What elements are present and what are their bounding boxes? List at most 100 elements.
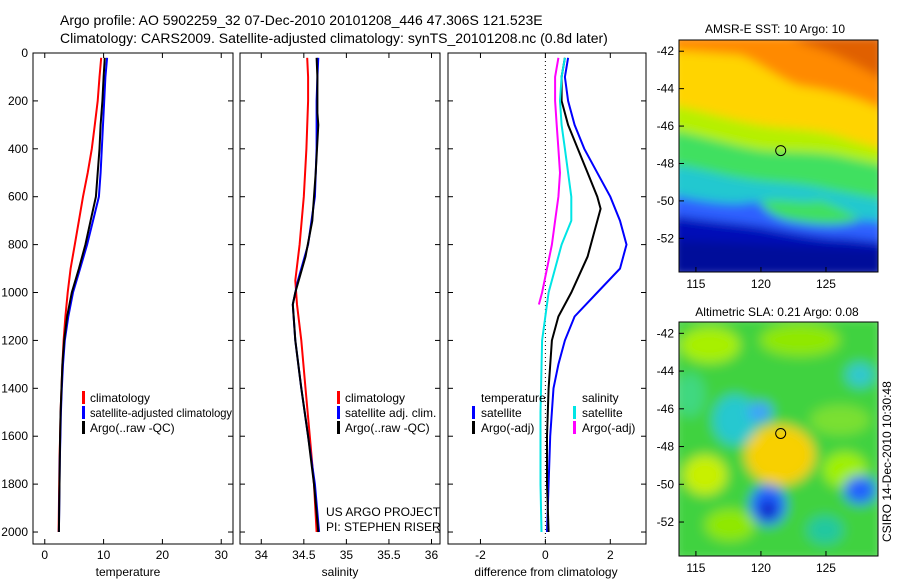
map-y-tick-label: -48: [657, 156, 675, 170]
map-y-tick-label: -44: [657, 82, 675, 96]
y-tick-label: 800: [8, 238, 28, 252]
x-tick-label: 0: [41, 548, 48, 562]
sla-map-frame: [678, 321, 879, 557]
legend-label-sal-satellite: satellite: [582, 406, 623, 420]
legend-swatch-satellite: [337, 406, 340, 419]
salinity-panel: 34 34.5 35 35.5 36 salinity climatology sate…: [239, 52, 441, 579]
series-line-argo-raw-qc-: [57, 57, 106, 533]
legend-label-satellite-adjusted: satellite-adjusted climatology: [90, 406, 232, 420]
project-annotation: US ARGO PROJECT: [326, 505, 441, 519]
map-y-tick-label: -50: [657, 477, 675, 491]
legend-label-climatology: climatology: [90, 391, 150, 405]
legend-swatch-satellite-adjusted: [82, 406, 85, 419]
y-tick-label: 200: [8, 94, 28, 108]
sla-map-title: Altimetric SLA: 0.21 Argo: 0.08: [695, 305, 859, 319]
x-tick-label: -2: [475, 548, 486, 562]
x-tick-label: 35: [340, 548, 354, 562]
argo-location-marker: [775, 145, 787, 157]
map-x-tick-label: 120: [751, 561, 771, 575]
y-tick-label: 0: [21, 46, 28, 60]
salinity-xlabel: salinity: [322, 565, 359, 579]
map-y-tick-label: -42: [657, 44, 675, 58]
y-tick-label: 1600: [1, 429, 28, 443]
series-line-temperature-satellite: [546, 57, 628, 533]
temperature-profiles: [57, 57, 109, 533]
sst-map-panel: AMSR-E SST: 10 Argo: 10 115 120 125 -42 -44 -…: [657, 22, 879, 291]
difference-legend: temperature salinity satellite Argo(-adj…: [472, 391, 635, 435]
x-tick-label: 0: [542, 548, 549, 562]
difference-xlabel: difference from climatology: [474, 565, 617, 579]
x-tick-label: 35.5: [377, 548, 401, 562]
legend-title-temperature: temperature: [481, 391, 546, 405]
temperature-axes-frame: [32, 52, 234, 545]
temperature-panel: 0 200 400 600 800 1000 1200 1400 1600 1800 2000 0 1…: [1, 46, 234, 579]
legend-swatch-sal-argo: [573, 421, 576, 434]
x-tick-label: 30: [215, 548, 229, 562]
map-x-tick-label: 120: [751, 277, 771, 291]
x-tick-label: 20: [156, 548, 170, 562]
figure-title-line2: Climatology: CARS2009. Satellite-adjuste…: [60, 30, 608, 46]
salinity-legend: climatology satellite adj. clim. Argo(..…: [337, 391, 436, 435]
legend-label-temp-satellite: satellite: [481, 406, 522, 420]
sst-map-title: AMSR-E SST: 10 Argo: 10: [705, 22, 845, 36]
legend-swatch-climatology: [337, 391, 340, 404]
salinity-profiles: [291, 57, 321, 533]
x-tick-label: 36: [425, 548, 439, 562]
y-tick-label: 1000: [1, 286, 28, 300]
map-x-tick-label: 115: [686, 277, 705, 291]
x-tick-label: 2: [607, 548, 614, 562]
y-tick-label: 1400: [1, 381, 28, 395]
map-x-tick-label: 115: [686, 561, 705, 575]
sst-map-axes: 115 120 125 -42 -44 -46 -48 -50 -52: [657, 44, 837, 291]
x-tick-label: 34: [255, 548, 269, 562]
legend-label-argo: Argo(..raw -QC): [90, 421, 175, 435]
x-tick-label: 34.5: [292, 548, 316, 562]
legend-swatch-argo: [82, 421, 85, 434]
difference-panel: -2 0 2 difference from climatology tempera…: [447, 52, 647, 579]
temperature-legend: climatology satellite-adjusted climatolo…: [82, 391, 232, 435]
depth-axis: 0 200 400 600 800 1000 1200 1400 1600 1800 2000: [1, 46, 28, 539]
y-tick-label: 1800: [1, 477, 28, 491]
legend-swatch-argo: [337, 421, 340, 434]
y-tick-label: 600: [8, 190, 28, 204]
pi-annotation: PI: STEPHEN RISER: [326, 520, 441, 534]
map-y-tick-label: -48: [657, 440, 675, 454]
legend-title-salinity: salinity: [582, 391, 619, 405]
difference-x-axis: -2 0 2: [448, 52, 646, 562]
series-line-temperature-argo-adj-: [546, 57, 602, 533]
map-x-tick-label: 125: [816, 277, 836, 291]
temperature-xlabel: temperature: [96, 565, 161, 579]
map-y-tick-label: -52: [657, 515, 675, 529]
side-timestamp: CSIRO 14-Dec-2010 10:30:48: [880, 381, 894, 542]
map-y-tick-label: -44: [657, 364, 675, 378]
sst-map-frame: [678, 39, 879, 273]
legend-swatch-sal-satellite: [573, 406, 576, 419]
sst-heatmap: [679, 40, 878, 272]
temperature-x-axis: 0 10 20 30: [33, 52, 233, 562]
legend-label-satellite: satellite adj. clim.: [345, 406, 436, 420]
x-tick-label: 10: [97, 548, 111, 562]
sla-heatmap: [679, 322, 878, 556]
sla-map-panel: Altimetric SLA: 0.21 Argo: 0.08: [657, 305, 879, 575]
legend-label-temp-argo: Argo(-adj): [481, 421, 534, 435]
series-line-climatology: [294, 57, 318, 533]
y-tick-label: 1200: [1, 333, 28, 347]
legend-label-sal-argo: Argo(-adj): [582, 421, 635, 435]
series-line-salinity-satellite: [539, 57, 573, 533]
figure-title-line1: Argo profile: AO 5902259_32 07-Dec-2010 …: [60, 12, 543, 28]
argo-location-marker: [775, 428, 787, 439]
y-tick-label: 400: [8, 142, 28, 156]
series-line-salinity-argo-adj-: [537, 57, 562, 305]
map-y-tick-label: -42: [657, 326, 675, 340]
map-x-tick-label: 125: [816, 561, 836, 575]
legend-swatch-temp-satellite: [472, 406, 475, 419]
difference-profiles: [537, 57, 628, 533]
legend-label-climatology: climatology: [345, 391, 405, 405]
map-y-tick-label: -46: [657, 119, 675, 133]
series-line-argo-raw-qc-: [291, 57, 320, 533]
sla-map-axes: 115 120 125 -42 -44 -46 -48 -50 -52: [657, 326, 837, 575]
map-y-tick-label: -52: [657, 231, 675, 245]
salinity-axes-frame: [239, 52, 441, 545]
legend-label-argo: Argo(..raw -QC): [345, 421, 430, 435]
